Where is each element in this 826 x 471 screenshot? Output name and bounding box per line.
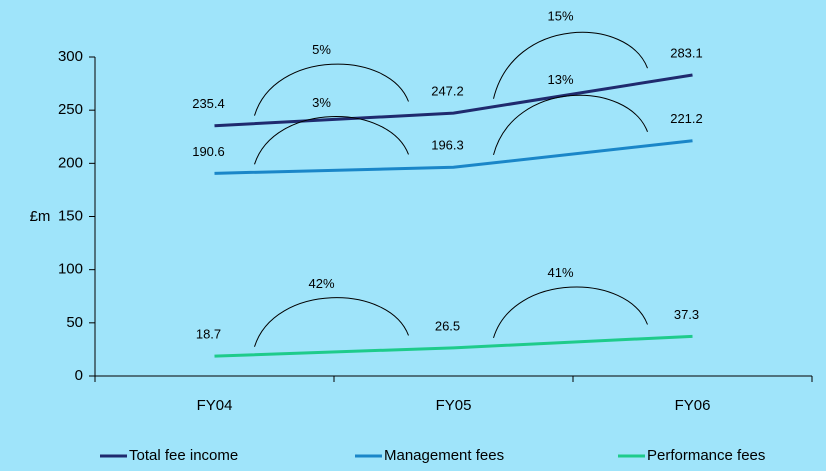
y-tick-label: 250 xyxy=(58,101,83,118)
x-tick-label: FY04 xyxy=(197,397,233,414)
data-label: 190.6 xyxy=(192,144,225,159)
data-label: 247.2 xyxy=(431,84,464,99)
data-label: 26.5 xyxy=(435,318,460,333)
growth-label: 41% xyxy=(547,265,573,280)
data-label: 37.3 xyxy=(674,307,699,322)
growth-arc xyxy=(254,63,409,116)
legend-label: Performance fees xyxy=(647,447,765,464)
growth-label: 15% xyxy=(547,9,573,24)
growth-label: 13% xyxy=(547,72,573,87)
legend-label: Total fee income xyxy=(129,447,238,464)
growth-arc xyxy=(254,297,409,347)
data-label: 18.7 xyxy=(196,327,221,342)
legend-label: Management fees xyxy=(384,447,504,464)
growth-arc xyxy=(254,116,409,165)
growth-label: 42% xyxy=(308,276,334,291)
y-tick-label: 0 xyxy=(75,367,83,384)
data-label: 283.1 xyxy=(670,45,703,60)
growth-arc xyxy=(493,286,648,339)
y-tick-label: 100 xyxy=(58,261,83,278)
x-tick-label: FY05 xyxy=(436,397,472,414)
growth-label: 5% xyxy=(312,42,331,57)
data-label: 235.4 xyxy=(192,96,225,111)
growth-arc xyxy=(493,94,648,155)
y-tick-label: 300 xyxy=(58,48,83,65)
data-label: 196.3 xyxy=(431,138,464,153)
growth-arc xyxy=(493,31,648,99)
y-tick-label: 200 xyxy=(58,154,83,171)
y-axis-label: £m xyxy=(30,208,51,225)
x-tick-label: FY06 xyxy=(675,397,711,414)
growth-label: 3% xyxy=(312,95,331,110)
y-tick-label: 150 xyxy=(58,207,83,224)
series-line xyxy=(214,73,693,128)
y-tick-label: 50 xyxy=(66,314,83,331)
series-line xyxy=(214,139,693,175)
series-line xyxy=(214,334,693,358)
data-label: 221.2 xyxy=(670,111,703,126)
